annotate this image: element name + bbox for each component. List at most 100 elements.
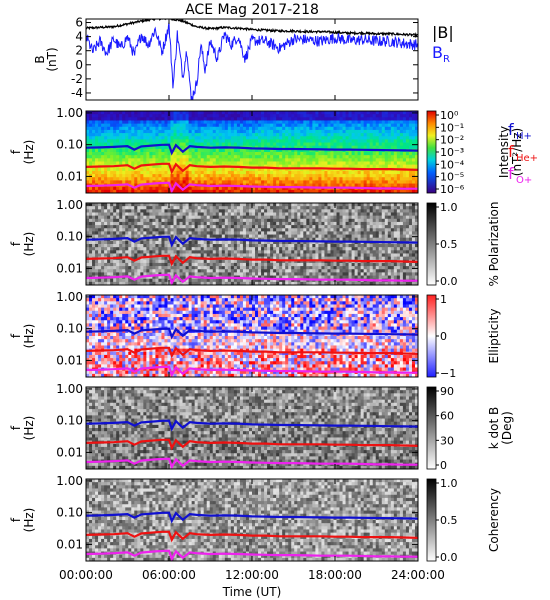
- y-tick-label: 0.10: [56, 138, 83, 152]
- fHe-gyro-line: [85, 162, 419, 175]
- colorbar-tick-label: 0.5: [440, 238, 458, 251]
- ylabel-f: f: [9, 517, 23, 522]
- x-tick-label: 06:00:00: [142, 568, 196, 582]
- y-tick-label: 0.10: [56, 506, 83, 520]
- x-tick-label: 00:00:00: [59, 568, 113, 582]
- colorbar-tick-label: 0: [440, 330, 447, 343]
- fHe-gyro-line: [85, 346, 419, 359]
- y-tick-label: 1.00: [56, 198, 83, 212]
- fO-gyro-line: [85, 181, 418, 194]
- fO-gyro-line: [85, 365, 418, 378]
- legend-O+-sub: O+: [516, 175, 532, 186]
- ylabel-unit: (Hz): [22, 324, 36, 349]
- fO-gyro-line: [85, 457, 418, 470]
- colorbar-tick-label: 10⁰: [440, 109, 459, 122]
- colorbar-title: % Polarization: [487, 202, 501, 287]
- y-tick-label: 1.00: [56, 382, 83, 396]
- ylabel-unit: (Hz): [22, 232, 36, 257]
- y-tick-label: -2: [71, 72, 83, 86]
- fH-gyro-line: [85, 419, 419, 432]
- legend-btotal: |B|: [432, 23, 454, 42]
- legend-O+-f: f: [508, 164, 514, 183]
- spectrogram-cells: [86, 203, 419, 286]
- btotal-line: [86, 19, 418, 39]
- x-tick-label: 24:00:00: [391, 568, 445, 582]
- spectrogram-cells: [86, 479, 419, 562]
- y-tick-label: 0.01: [56, 445, 83, 459]
- colorbar-label: % Polarization: [487, 202, 501, 287]
- fH-gyro-line: [85, 327, 419, 340]
- x-tick-label: 12:00:00: [225, 568, 279, 582]
- fO-gyro-line: [85, 549, 418, 562]
- colorbar-tick-label: 10⁻³: [440, 146, 464, 159]
- ylabel-f: f: [9, 149, 23, 154]
- fHe-gyro-line: [85, 530, 419, 543]
- colorbar-unit: (Deg): [500, 411, 514, 445]
- y-tick-label: 0.01: [56, 261, 83, 275]
- colorbar-title: Intensity: [497, 126, 511, 178]
- spectrogram-cells: [86, 295, 419, 378]
- colorbar-tick-label: 30: [440, 434, 454, 447]
- y-tick-label: -4: [71, 86, 83, 100]
- freq-ylabel: f (Hz): [9, 416, 36, 441]
- colorbar-title: k dot B: [487, 407, 501, 449]
- freq-ylabel: f (Hz): [9, 508, 36, 533]
- colorbar-label: Ellipticity: [487, 309, 501, 364]
- colorbar-tick-label: 0.0: [440, 551, 458, 564]
- colorbar-label: k dot B (Deg): [487, 407, 514, 449]
- ylabel-f: f: [9, 241, 23, 246]
- legend-br: B: [432, 43, 443, 62]
- colorbar-tick-label: 0.5: [440, 514, 458, 527]
- colorbar-label: Coherency: [487, 488, 501, 552]
- colorbar-tick-label: −1: [440, 367, 456, 380]
- freq-ylabel: f (Hz): [9, 324, 36, 349]
- ylabel-unit: (Hz): [22, 140, 36, 165]
- y-tick-label: 4: [75, 30, 83, 44]
- colorbar-tick-label: 60: [440, 410, 454, 423]
- ylabel-f: f: [9, 425, 23, 430]
- y-tick-label: 0.10: [56, 414, 83, 428]
- legend-He+-sub: He+: [516, 153, 538, 164]
- colorbar-tick-label: 10⁻⁵: [440, 171, 464, 184]
- fO-gyro-line: [85, 273, 418, 286]
- fH-gyro-line: [85, 235, 419, 248]
- fHe-gyro-line: [85, 438, 419, 451]
- y-tick-label: 2: [75, 44, 83, 58]
- colorbar-tick-label: 1: [440, 293, 447, 306]
- freq-ylabel: f (Hz): [9, 140, 36, 165]
- colorbar: [426, 110, 437, 194]
- field-panel-frame: [85, 18, 419, 101]
- legend-He+-f: f: [508, 142, 514, 161]
- legend-H+-sub: H+: [516, 131, 532, 142]
- spectrogram-cells: [86, 387, 419, 470]
- ylabel-unit: (Hz): [22, 508, 36, 533]
- colorbar-tick-label: 10⁻²: [440, 134, 464, 147]
- freq-ylabel: f (Hz): [9, 232, 36, 257]
- colorbar: [426, 294, 437, 378]
- x-axis-label: Time (UT): [222, 585, 282, 599]
- y-tick-label: 0.10: [56, 322, 83, 336]
- colorbar: [426, 386, 437, 470]
- y-tick-label: 0: [75, 58, 83, 72]
- y-tick-label: 1.00: [56, 290, 83, 304]
- ylabel-f: f: [9, 333, 23, 338]
- y-tick-label: 0.10: [56, 230, 83, 244]
- field-ylabel: B(nT): [33, 47, 59, 71]
- field-ylabel-unit: (nT): [45, 47, 59, 71]
- y-tick-label: 0.01: [56, 353, 83, 367]
- fH-gyro-line: [85, 511, 419, 524]
- y-tick-label: 0.01: [56, 537, 83, 551]
- field-ylabel-b: B: [33, 55, 47, 63]
- colorbar-unit: (nT²/Hz): [510, 128, 524, 176]
- y-tick-label: 6: [75, 16, 83, 30]
- y-tick-label: 0.01: [56, 169, 83, 183]
- colorbar-tick-label: 10⁻¹: [440, 121, 464, 134]
- colorbar-title: Ellipticity: [487, 309, 501, 364]
- colorbar-tick-label: 90: [440, 385, 454, 398]
- colorbar: [426, 478, 437, 562]
- ylabel-unit: (Hz): [22, 416, 36, 441]
- legend-br-sub: R: [443, 54, 450, 65]
- chart-title: ACE Mag 2017-218: [185, 2, 319, 18]
- spectrogram-cells: [86, 111, 419, 194]
